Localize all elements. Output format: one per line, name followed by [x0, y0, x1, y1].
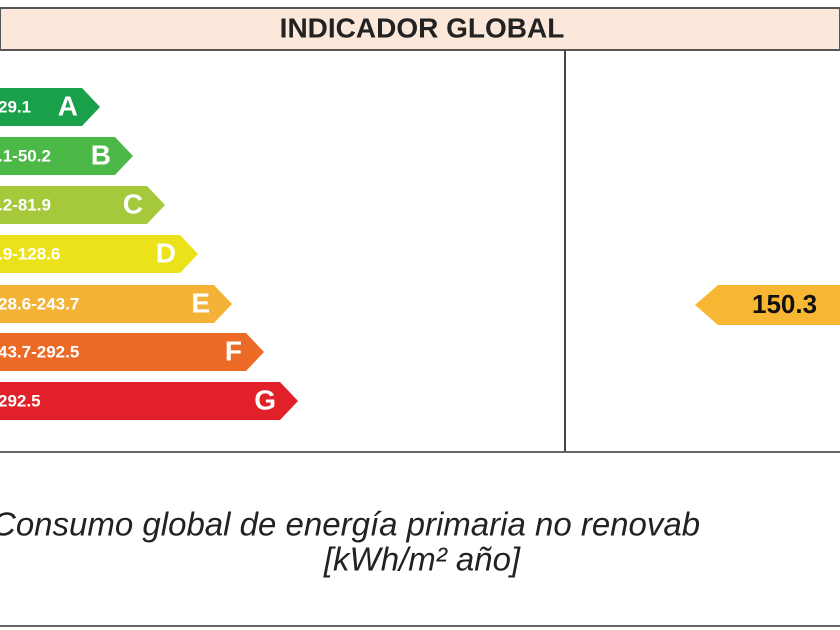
scale-arrow: [0, 137, 133, 175]
footer-line: Consumo global de energía primaria no re…: [0, 506, 700, 543]
scale-letter: C: [123, 188, 143, 219]
scale-letter: E: [191, 287, 210, 318]
scale-range: .2-81.9: [0, 195, 51, 214]
scale-letter: B: [91, 139, 111, 170]
scale-letter: G: [254, 384, 276, 415]
scale-range: .1-50.2: [0, 146, 51, 165]
scale-arrow: [0, 88, 100, 126]
footer-line: [kWh/m² año]: [323, 541, 521, 578]
header-title: INDICADOR GLOBAL: [280, 12, 565, 43]
scale-range: 29.1: [0, 97, 31, 116]
scale-letter: F: [225, 335, 242, 366]
scale-arrow: [0, 235, 198, 273]
header-band: [0, 7, 840, 51]
indicator-arrow: [695, 285, 840, 325]
scale-range: 292.5: [0, 391, 41, 410]
scale-range: 28.6-243.7: [0, 294, 79, 313]
scale-letter: A: [58, 90, 78, 121]
scale-arrow: [0, 285, 232, 323]
scale-range: 43.7-292.5: [0, 342, 79, 361]
indicator-value: 150.3: [752, 289, 817, 319]
scale-arrow: [0, 382, 298, 420]
scale-letter: D: [156, 237, 176, 268]
scale-arrow: [0, 333, 264, 371]
scale-range: .9-128.6: [0, 244, 60, 263]
scale-arrow: [0, 186, 165, 224]
